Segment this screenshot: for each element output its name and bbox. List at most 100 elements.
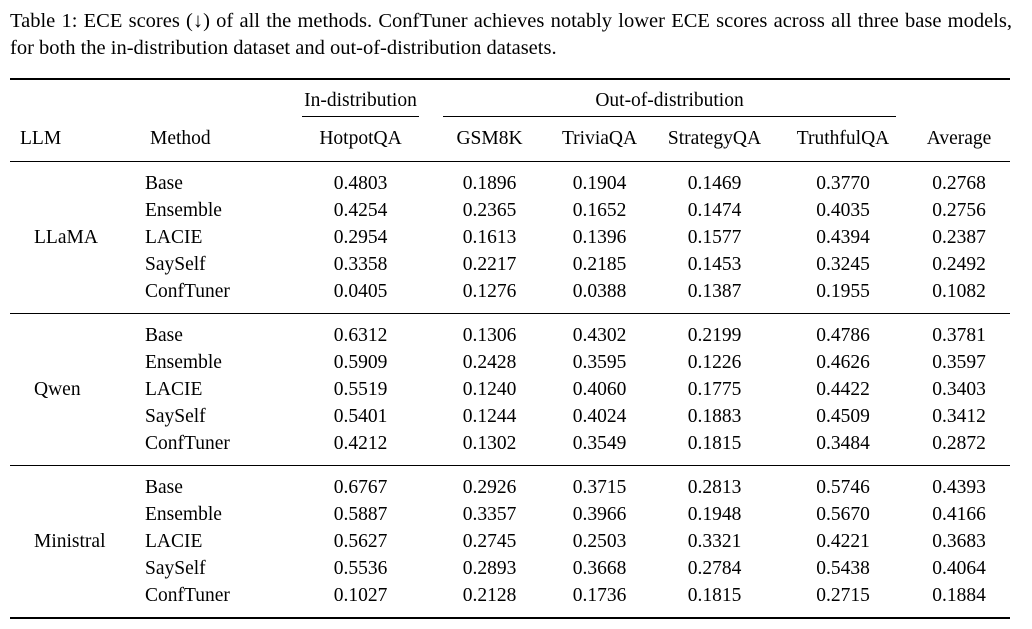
score-cell: 0.5438	[816, 558, 870, 579]
score-cell: 0.3357	[462, 504, 517, 525]
spacer-cell	[908, 79, 1010, 117]
score-cell: 0.2926	[462, 477, 517, 498]
score-cell: 0.4394	[816, 227, 870, 248]
score-cell: 0.1306	[462, 325, 517, 346]
score-cell: 0.4221	[816, 531, 870, 552]
score-cell: 0.3245	[816, 254, 870, 275]
method-label: ConfTuner	[145, 433, 230, 454]
score-cell: 0.6767	[333, 477, 388, 498]
column-header-row: LLM Method HotpotQA GSM8K TriviaQA Strat…	[10, 117, 1011, 162]
table-header: In-distribution Out-of-distribution LLM …	[10, 79, 1011, 162]
score-cell: 0.2217	[462, 254, 517, 275]
score-cell: 0.3595	[572, 352, 627, 373]
score-cell: 0.1244	[462, 406, 517, 427]
method-label: LACIE	[145, 379, 203, 400]
column-header-strategyqa: StrategyQA	[651, 117, 778, 162]
score-cell: 0.3683	[932, 531, 986, 552]
score-cell: 0.2428	[462, 352, 517, 373]
score-cell: 0.3403	[932, 379, 986, 400]
method-label: LACIE	[145, 531, 203, 552]
score-cell: 0.1815	[687, 433, 742, 454]
method-label: ConfTuner	[145, 585, 230, 606]
score-cell: 0.1884	[932, 585, 986, 606]
score-cell: 0.2185	[572, 254, 627, 275]
score-cell: 0.5746	[816, 477, 870, 498]
table-row: Ensemble 0.4254 0.2365 0.1652 0.1474 0.4035 0.…	[10, 197, 1010, 224]
score-cell: 0.1896	[462, 173, 517, 194]
group-header-in-distribution: In-distribution	[290, 79, 431, 117]
score-cell: 0.1387	[687, 281, 742, 302]
score-cell: 0.1469	[687, 173, 742, 194]
score-cell: 0.1276	[462, 281, 517, 302]
score-cell: 0.1815	[687, 585, 742, 606]
score-cell: 0.2128	[462, 585, 517, 606]
score-cell: 0.1613	[462, 227, 517, 248]
score-cell: 0.1948	[687, 504, 742, 525]
score-cell: 0.0405	[333, 281, 388, 302]
column-header-truthfulqa: TruthfulQA	[778, 117, 909, 162]
table-row: SaySelf 0.5401 0.1244 0.4024 0.1883 0.4509 0.3…	[10, 403, 1010, 430]
score-cell: 0.2745	[462, 531, 517, 552]
score-cell: 0.3781	[932, 325, 986, 346]
score-cell: 0.2954	[333, 227, 388, 248]
score-cell: 0.0388	[572, 281, 627, 302]
score-cell: 0.4024	[572, 406, 627, 427]
score-cell: 0.1474	[687, 200, 742, 221]
llm-label: Qwen	[34, 379, 81, 400]
score-cell: 0.2387	[932, 227, 986, 248]
table-row: ConfTuner 0.4212 0.1302 0.3549 0.1815 0.3484 0…	[10, 430, 1010, 466]
table-row: Ministral Base 0.6767 0.2926 0.3715 0.2813 0.5…	[10, 466, 1010, 552]
method-label: Ensemble	[145, 352, 222, 373]
score-cell: 0.5519	[333, 379, 388, 400]
score-cell: 0.1904	[572, 173, 627, 194]
score-cell: 0.3770	[816, 173, 870, 194]
score-cell: 0.2893	[462, 558, 517, 579]
table-row: LLaMA Base 0.4803 0.1896 0.1904 0.1469 0.3770 0…	[10, 162, 1010, 248]
score-cell: 0.4626	[816, 352, 870, 373]
score-cell: 0.2813	[687, 477, 742, 498]
method-label: Base	[145, 477, 183, 498]
score-cell: 0.1396	[572, 227, 627, 248]
ece-scores-table: In-distribution Out-of-distribution LLM …	[10, 78, 1011, 619]
score-cell: 0.4060	[572, 379, 627, 400]
score-cell: 0.2365	[462, 200, 517, 221]
group-header-row: In-distribution Out-of-distribution	[10, 79, 1010, 117]
method-label: LACIE	[145, 227, 203, 248]
score-cell: 0.2199	[687, 325, 742, 346]
llm-block-llama: LLaMA Base 0.4803 0.1896 0.1904 0.1469 0.3770 0…	[10, 161, 1011, 314]
score-cell: 0.2768	[932, 173, 986, 194]
score-cell: 0.4035	[816, 200, 870, 221]
method-label: SaySelf	[145, 406, 206, 427]
score-cell: 0.5887	[333, 504, 388, 525]
out-of-distribution-label: Out-of-distribution	[443, 90, 897, 117]
score-cell: 0.5401	[333, 406, 388, 427]
score-cell: 0.2756	[932, 200, 986, 221]
score-cell: 0.2784	[687, 558, 742, 579]
score-cell: 0.5909	[333, 352, 388, 373]
method-label: Ensemble	[145, 504, 222, 525]
column-header-gsm8k: GSM8K	[431, 117, 548, 162]
score-cell: 0.1577	[687, 227, 742, 248]
score-cell: 0.1955	[816, 281, 870, 302]
score-cell: 0.4166	[932, 504, 986, 525]
score-cell: 0.1453	[687, 254, 742, 275]
score-cell: 0.3321	[687, 531, 742, 552]
method-label: ConfTuner	[145, 281, 230, 302]
score-cell: 0.1082	[932, 281, 986, 302]
method-label: Base	[145, 325, 183, 346]
method-label: SaySelf	[145, 558, 206, 579]
llm-label: LLaMA	[34, 227, 98, 248]
score-cell: 0.4803	[333, 173, 388, 194]
table-caption: Table 1: ECE scores (↓) of all the metho…	[10, 10, 1012, 59]
score-cell: 0.5670	[816, 504, 870, 525]
score-cell: 0.4254	[333, 200, 388, 221]
table-row: LACIE 0.5519 0.1240 0.4060 0.1775 0.4422 0.340…	[10, 376, 1010, 403]
score-cell: 0.5627	[333, 531, 388, 552]
group-header-out-of-distribution: Out-of-distribution	[431, 79, 908, 117]
table-row: Qwen Base 0.6312 0.1306 0.4302 0.2199 0.4786 0.…	[10, 314, 1010, 400]
table-row: Ensemble 0.5909 0.2428 0.3595 0.1226 0.4626 0.…	[10, 349, 1010, 376]
llm-block-qwen: Qwen Base 0.6312 0.1306 0.4302 0.2199 0.4786 0.…	[10, 313, 1011, 466]
score-cell: 0.3412	[932, 406, 986, 427]
score-cell: 0.1736	[572, 585, 627, 606]
table-row: LACIE 0.2954 0.1613 0.1396 0.1577 0.4394 0.238…	[10, 224, 1010, 251]
